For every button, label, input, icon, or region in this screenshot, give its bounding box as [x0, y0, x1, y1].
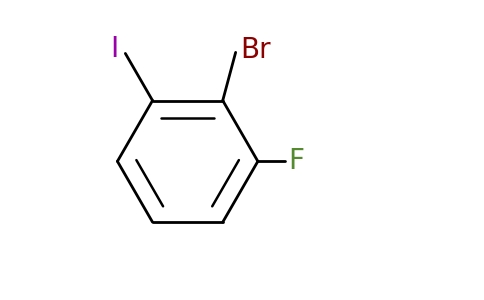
Text: F: F [288, 147, 304, 175]
Text: Br: Br [240, 36, 271, 64]
Text: I: I [110, 35, 119, 63]
